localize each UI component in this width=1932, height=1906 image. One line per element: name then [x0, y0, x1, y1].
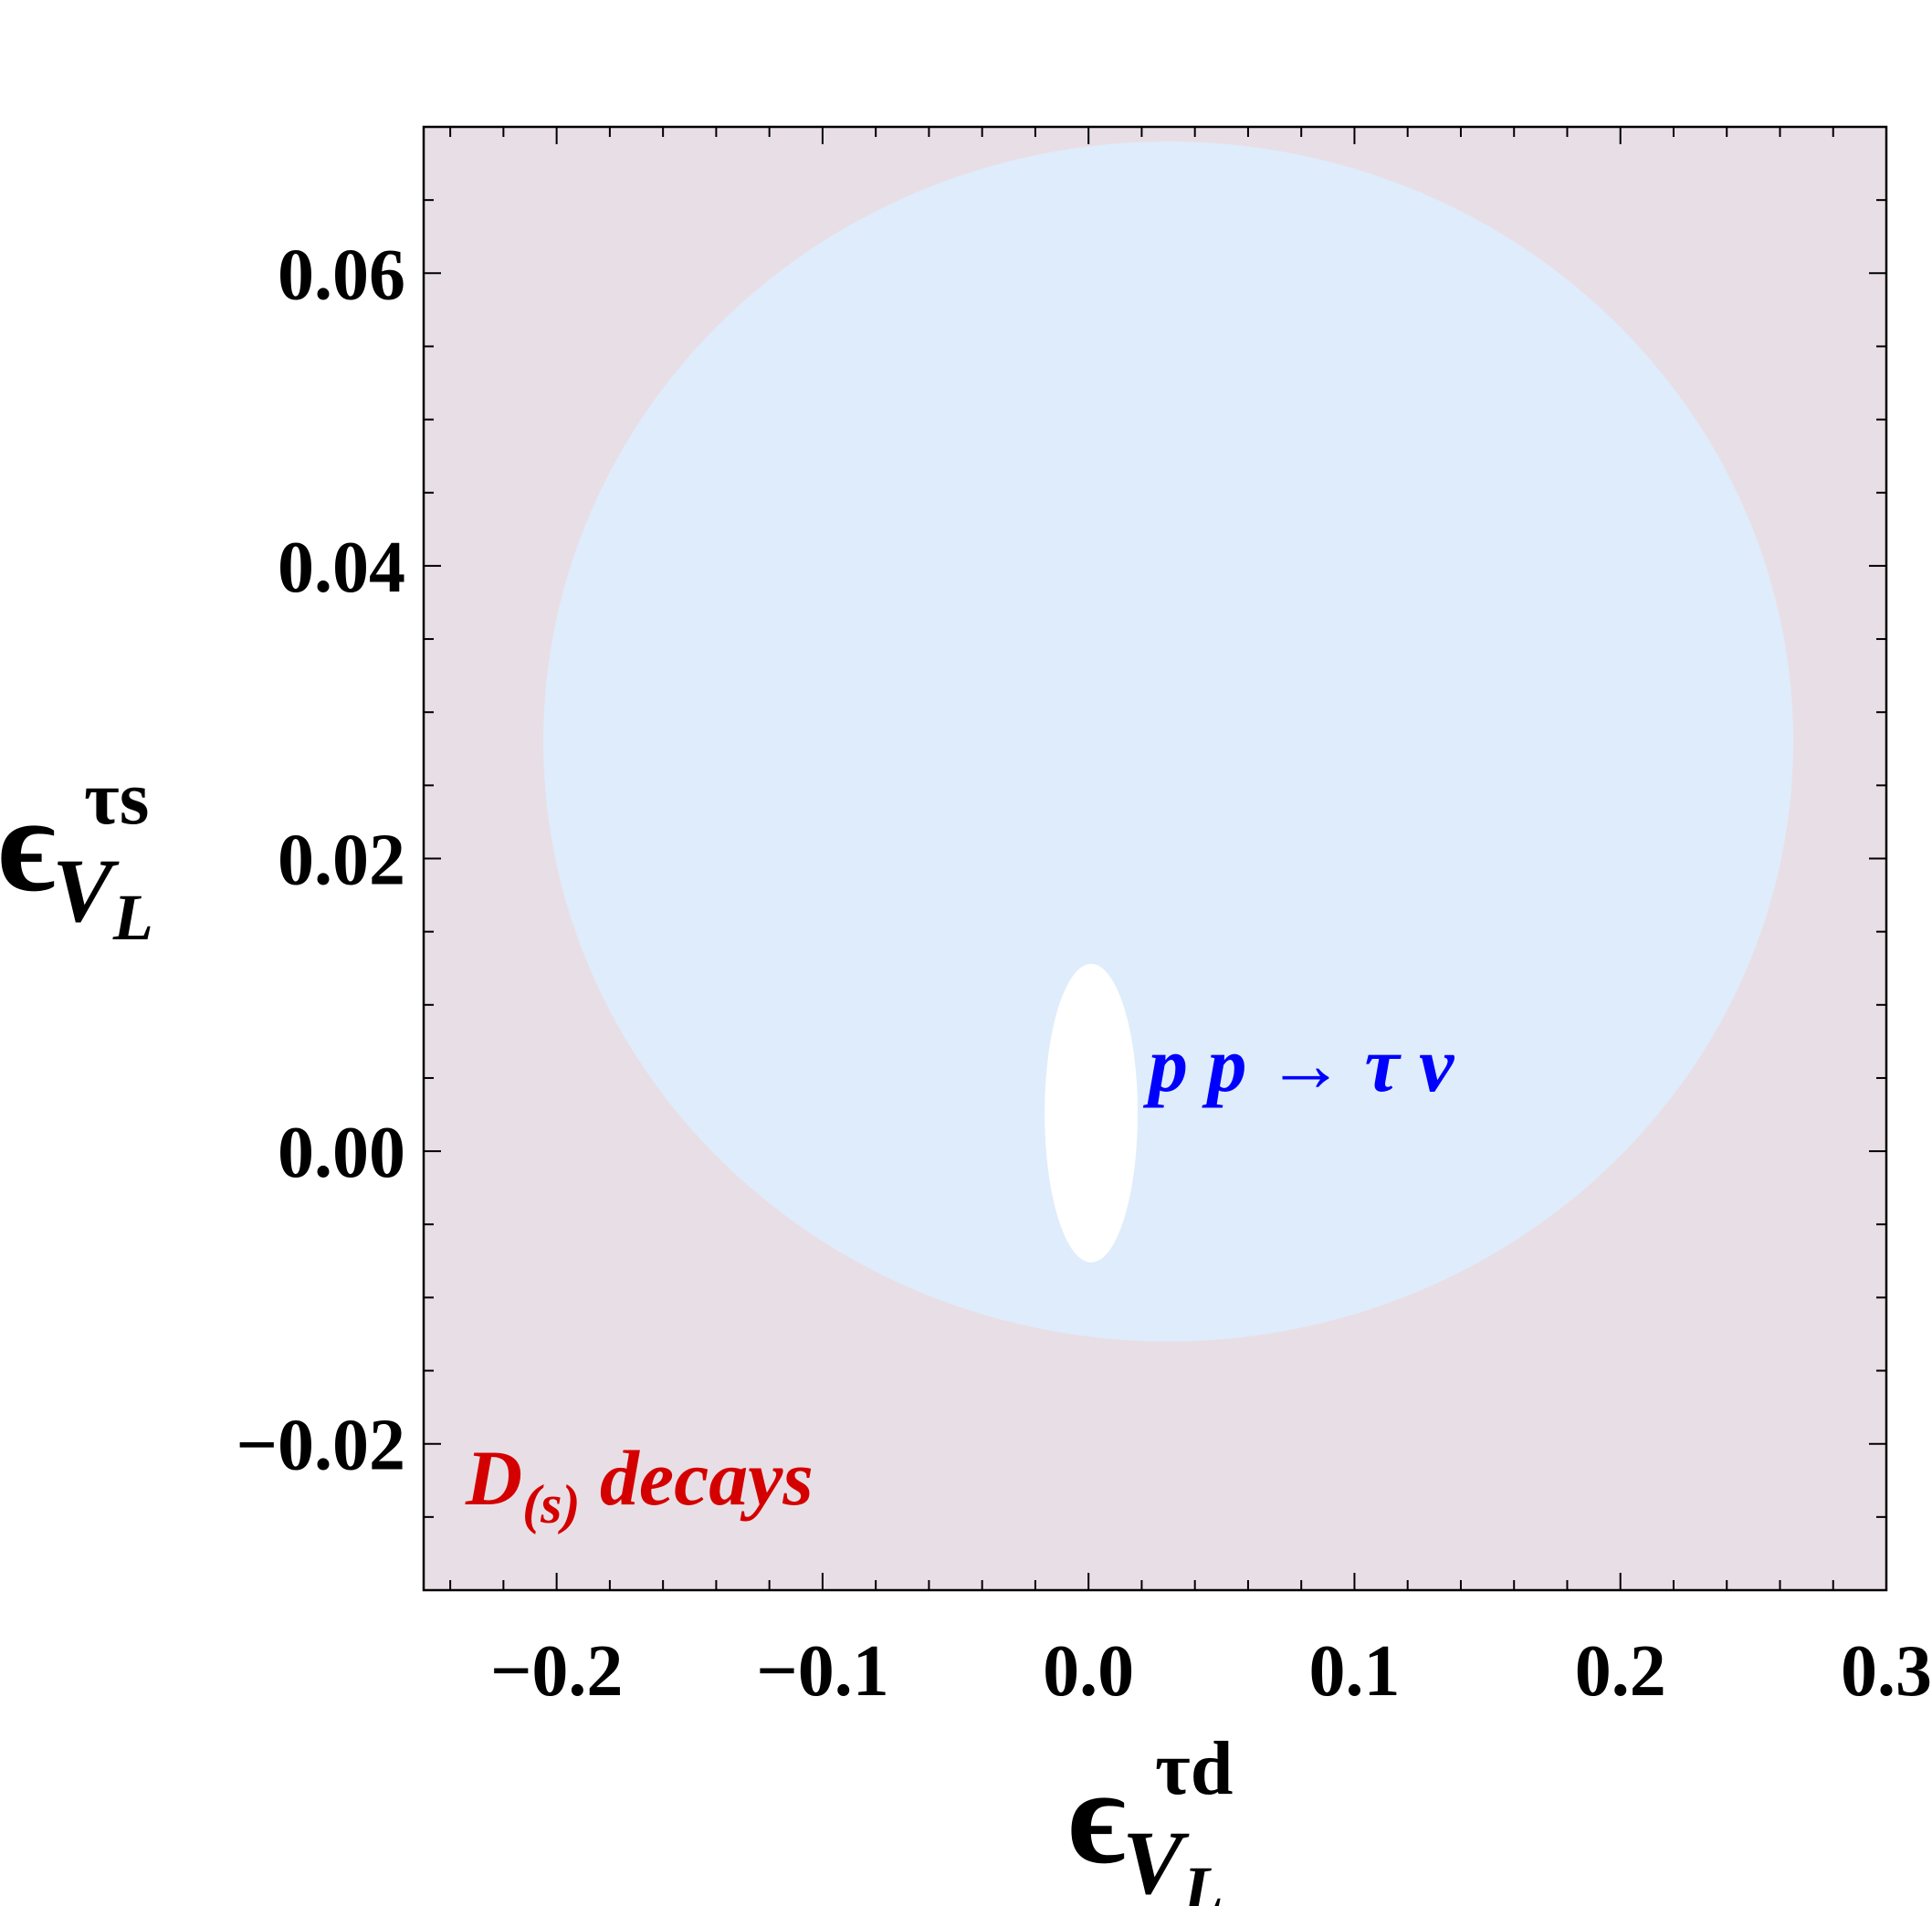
tick-labels: −0.2 −0.1 0.0 0.1 0.2 0.3 −0.02 0.00 0.02 0.04 0.0… — [236, 235, 1932, 1712]
ds-decays-label: D(s) decays — [465, 1434, 814, 1534]
pp-tau-nu-region — [543, 141, 1794, 1342]
y-tick-label: 0.02 — [278, 821, 405, 901]
x-tick-label: 0.2 — [1575, 1631, 1666, 1712]
y-tick-label: 0.06 — [278, 235, 405, 315]
x-tick-label: 0.0 — [1043, 1631, 1134, 1712]
x-tick-label: −0.2 — [490, 1631, 624, 1712]
pp-tau-nu-label: p p → τ ν — [1142, 1021, 1454, 1108]
allowed-region — [1045, 963, 1139, 1262]
plot-frame — [422, 125, 1888, 1592]
y-tick-label: 0.04 — [278, 528, 405, 608]
x-axis-title: ϵVL — [1068, 1741, 1223, 1906]
x-tick-label: −0.1 — [756, 1631, 889, 1712]
x-axis-title-sup: τd — [1155, 1726, 1233, 1811]
x-tick-label: 0.3 — [1841, 1631, 1932, 1712]
y-axis-title-sup: τs — [84, 756, 149, 841]
y-axis-title: ϵVL — [0, 769, 153, 954]
x-tick-label: 0.1 — [1308, 1631, 1400, 1712]
y-tick-label: −0.02 — [236, 1406, 405, 1486]
y-tick-label: 0.00 — [278, 1113, 405, 1193]
